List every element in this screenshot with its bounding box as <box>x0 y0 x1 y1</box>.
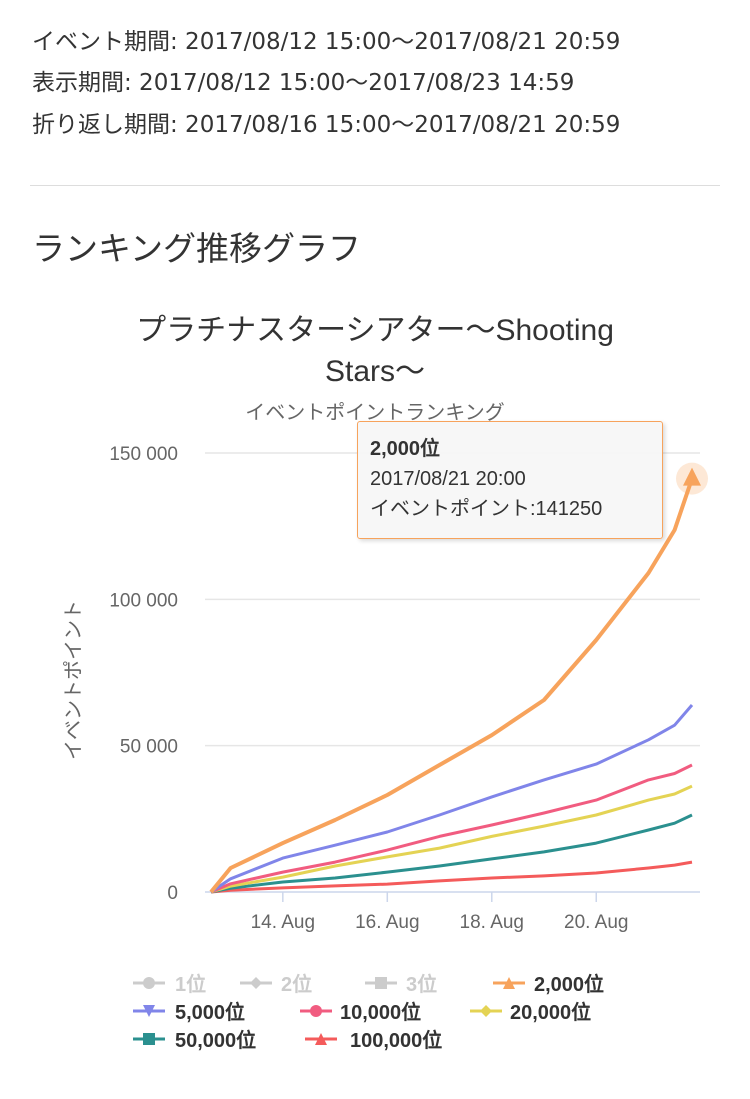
legend-item-3位[interactable]: 3位 <box>365 972 437 996</box>
series-line-10,000位[interactable] <box>210 763 693 894</box>
legend-marker-icon <box>250 977 262 989</box>
legend-item-50,000位[interactable]: 50,000位 <box>133 1028 256 1052</box>
series-line-5,000位[interactable] <box>210 704 694 894</box>
display-period: 表示期間: 2017/08/12 15:00〜2017/08/23 14:59 <box>32 70 575 96</box>
x-tick-label: 20. Aug <box>564 912 628 933</box>
legend-label: 2,000位 <box>534 972 604 996</box>
legend-item-2位[interactable]: 2位 <box>240 972 312 996</box>
second-half-period: 折り返し期間: 2017/08/16 15:00〜2017/08/21 20:5… <box>32 112 621 138</box>
chart-subtitle: イベントポイントランキング <box>245 401 504 424</box>
x-tick-label: 14. Aug <box>251 912 315 933</box>
legend-label: 100,000位 <box>350 1028 442 1052</box>
series-line-2,000位[interactable] <box>209 477 694 894</box>
legend-label: 5,000位 <box>175 1000 245 1024</box>
y-tick-label: 0 <box>167 883 178 904</box>
legend-marker-icon <box>143 1005 155 1017</box>
y-axis-title: イベントポイント <box>62 600 85 760</box>
divider <box>30 185 720 186</box>
legend-label: 1位 <box>175 972 206 996</box>
series-line-100,000位[interactable] <box>210 860 693 894</box>
x-tick-label: 18. Aug <box>460 912 524 933</box>
section-title: ランキング推移グラフ <box>32 229 362 268</box>
x-tick-label: 16. Aug <box>355 912 419 933</box>
legend-marker-icon <box>375 977 387 989</box>
event-period: イベント期間: 2017/08/12 15:00〜2017/08/21 20:5… <box>32 29 621 55</box>
legend-marker-icon <box>310 1005 322 1017</box>
series-line-20,000位[interactable] <box>210 784 693 894</box>
legend-item-100,000位[interactable]: 100,000位 <box>305 1028 442 1052</box>
tooltip: 2,000位 2017/08/21 20:00 イベントポイント:141250 <box>357 421 663 539</box>
y-tick-label: 150 000 <box>109 444 178 465</box>
series-line-50,000位[interactable] <box>210 813 693 894</box>
y-tick-label: 100 000 <box>109 590 178 611</box>
legend-label: 50,000位 <box>175 1028 256 1052</box>
chart-title: プラチナスターシアター〜Shooting <box>136 314 614 347</box>
legend-item-2,000位[interactable]: 2,000位 <box>493 972 604 996</box>
legend-marker-icon <box>143 1033 155 1045</box>
legend-marker-icon <box>315 1033 327 1045</box>
legend-label: 10,000位 <box>340 1000 421 1024</box>
legend-marker-icon <box>503 977 515 989</box>
legend-label: 3位 <box>406 972 437 996</box>
legend-item-1位[interactable]: 1位 <box>133 972 206 996</box>
tooltip-value: イベントポイント:141250 <box>370 498 603 520</box>
legend-marker-icon <box>143 977 155 989</box>
tooltip-series: 2,000位 <box>370 438 441 460</box>
legend-label: 20,000位 <box>510 1000 591 1024</box>
hovered-point-marker <box>683 467 701 486</box>
chart-title-line2: Stars〜 <box>325 355 425 388</box>
legend-item-20,000位[interactable]: 20,000位 <box>470 1000 591 1024</box>
legend-label: 2位 <box>281 972 312 996</box>
y-tick-label: 50 000 <box>120 737 178 758</box>
tooltip-datetime: 2017/08/21 20:00 <box>370 468 526 490</box>
legend-item-5,000位[interactable]: 5,000位 <box>133 1000 245 1024</box>
legend-marker-icon <box>480 1005 492 1017</box>
legend-item-10,000位[interactable]: 10,000位 <box>300 1000 421 1024</box>
